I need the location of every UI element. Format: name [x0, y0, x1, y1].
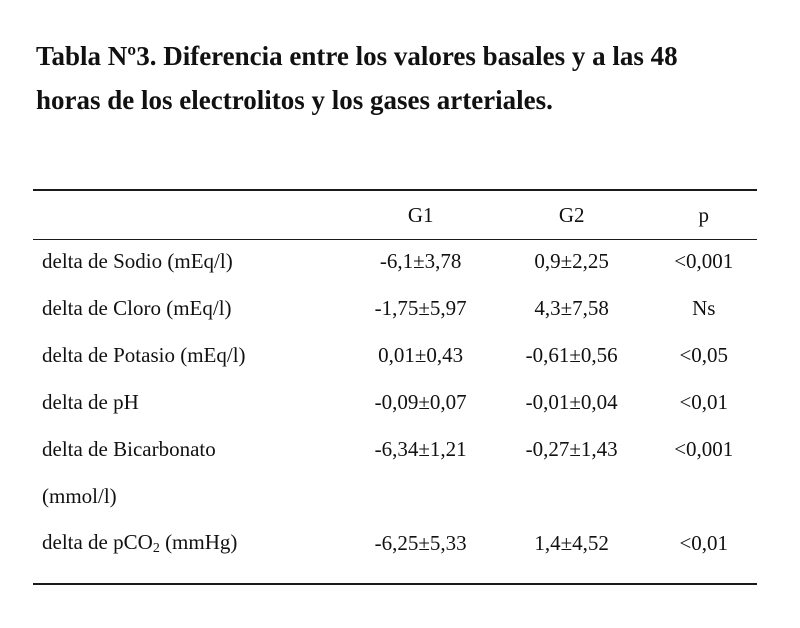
- cell-g1: 0,01±0,43: [378, 343, 464, 367]
- row-label-post: (mmHg): [159, 530, 238, 554]
- electrolytes-table: G1 G2 p delta de Sodio (mEq/l) -6,1±3,78…: [33, 192, 757, 567]
- row-label: delta de pCO2 (mmHg): [33, 520, 349, 567]
- cell-g1: [349, 473, 493, 520]
- cell-p: <0,05: [679, 343, 729, 367]
- table-title: Tabla Nº3. Diferencia entre los valores …: [36, 34, 776, 122]
- table-row-cloro: delta de Cloro (mEq/l) -1,75±5,97 4,3±7,…: [33, 285, 757, 332]
- cell-g1: -1,75±5,97: [374, 296, 467, 320]
- header-bottom-rule: [33, 239, 757, 240]
- cell-p: <0,001: [674, 249, 734, 273]
- table-title-line-2: horas de los electrolitos y los gases ar…: [36, 85, 553, 115]
- table-bottom-rule: [33, 583, 757, 585]
- cell-p: <0,01: [679, 390, 729, 414]
- row-label: delta de Sodio (mEq/l): [42, 249, 233, 273]
- cell-g2: [493, 473, 651, 520]
- header-g1: G1: [407, 202, 434, 227]
- cell-g1: -0,09±0,07: [374, 390, 467, 414]
- table-top-rule: [33, 189, 757, 191]
- cell-p: [651, 473, 757, 520]
- table-row-ph: delta de pH -0,09±0,07 -0,01±0,04 <0,01: [33, 379, 757, 426]
- header-p: p: [698, 202, 710, 227]
- cell-p: Ns: [692, 296, 716, 320]
- table-header-row: G1 G2 p: [33, 192, 757, 238]
- row-label: delta de pH: [42, 390, 139, 414]
- table-row-pco2: delta de pCO2 (mmHg) -6,25±5,33 1,4±4,52…: [33, 520, 757, 567]
- table-title-line-1: Tabla Nº3. Diferencia entre los valores …: [36, 41, 678, 71]
- table-row-bicarbonato-unit: (mmol/l): [33, 473, 757, 520]
- row-label: delta de Bicarbonato: [42, 437, 216, 461]
- cell-g2: -0,27±1,43: [525, 437, 618, 461]
- cell-g1: -6,34±1,21: [374, 437, 467, 461]
- cell-g2: -0,01±0,04: [525, 390, 618, 414]
- row-label: delta de Potasio (mEq/l): [42, 343, 246, 367]
- row-label: (mmol/l): [42, 484, 117, 508]
- table-row-bicarbonato: delta de Bicarbonato -6,34±1,21 -0,27±1,…: [33, 426, 757, 473]
- cell-g2: -0,61±0,56: [525, 343, 618, 367]
- cell-g1: -6,25±5,33: [374, 531, 467, 555]
- table-row-potasio: delta de Potasio (mEq/l) 0,01±0,43 -0,61…: [33, 332, 757, 379]
- cell-g2: 0,9±2,25: [534, 249, 609, 273]
- cell-g2: 1,4±4,52: [534, 531, 609, 555]
- row-label: delta de Cloro (mEq/l): [42, 296, 232, 320]
- header-empty: [33, 192, 349, 238]
- row-label-pre: delta de pCO: [42, 530, 153, 554]
- header-g2: G2: [558, 202, 585, 227]
- row-label-subscript: 2: [152, 541, 160, 556]
- cell-g1: -6,1±3,78: [379, 249, 462, 273]
- cell-p: <0,01: [679, 531, 729, 555]
- cell-g2: 4,3±7,58: [534, 296, 609, 320]
- cell-p: <0,001: [674, 437, 734, 461]
- table-row-sodio: delta de Sodio (mEq/l) -6,1±3,78 0,9±2,2…: [33, 238, 757, 285]
